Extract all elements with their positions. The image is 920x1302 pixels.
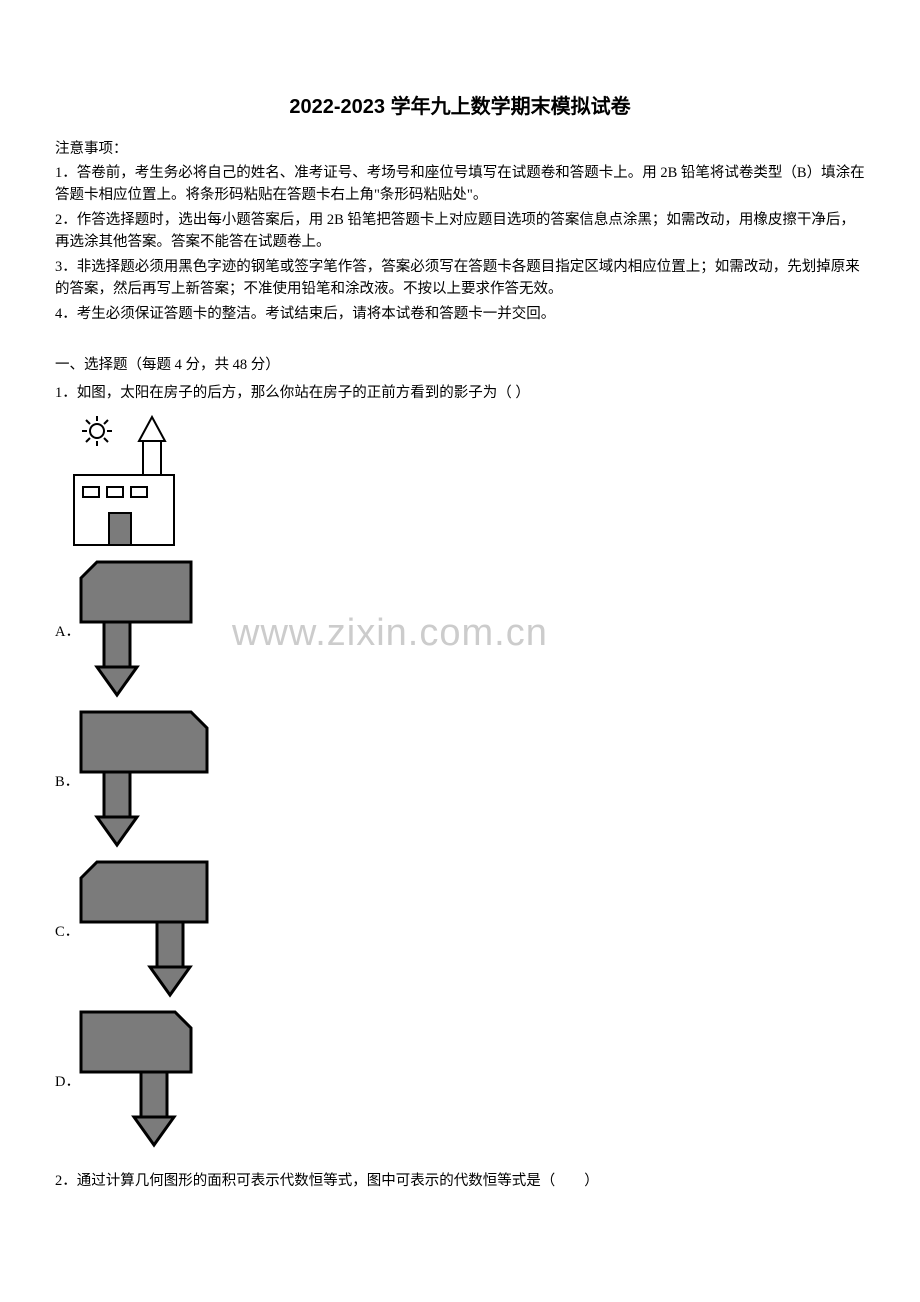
option-b-label: B． [55,770,75,791]
page-title: 2022-2023 学年九上数学期末模拟试卷 [55,90,865,119]
option-c-shape [79,860,214,1000]
notice-item-3: 3．非选择题必须用黑色字迹的钢笔或签字笔作答，答案必须写在答题卡各题目指定区域内… [55,256,865,301]
question-1-text: 1．如图，太阳在房子的后方，那么你站在房子的正前方看到的影子为（ ） [55,382,865,405]
notice-heading: 注意事项： [55,137,865,158]
option-a-shape [79,560,199,700]
option-a-row: A． [55,560,865,700]
option-c-label: C． [55,920,75,941]
question-2-text: 2．通过计算几何图形的面积可表示代数恒等式，图中可表示的代数恒等式是（ ） [55,1170,865,1193]
section-1-heading: 一、选择题（每题 4 分，共 48 分） [55,353,865,374]
house-tower [139,417,165,475]
house-sun-diagram [67,413,865,548]
sun-icon [82,416,112,446]
option-d-shape [79,1010,199,1150]
notice-item-4: 4．考生必须保证答题卡的整洁。考试结束后，请将本试卷和答题卡一并交回。 [55,303,865,325]
option-a-label: A． [55,620,75,641]
option-d-row: D． [55,1010,865,1150]
notice-item-2: 2．作答选择题时，选出每小题答案后，用 2B 铅笔把答题卡上对应题目选项的答案信… [55,209,865,254]
option-c-row: C． [55,860,865,1000]
option-b-shape [79,710,214,850]
option-b-row: B． [55,710,865,850]
option-d-label: D． [55,1070,75,1091]
house-body [74,475,174,545]
notice-item-1: 1．答卷前，考生务必将自己的姓名、准考证号、考场号和座位号填写在试题卷和答题卡上… [55,162,865,207]
